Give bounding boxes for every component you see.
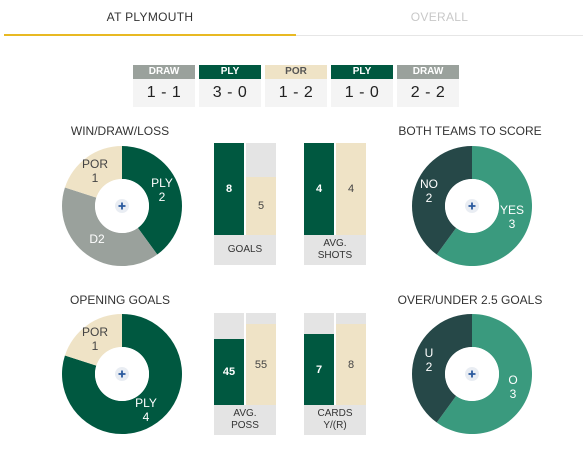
btts-no-label: NO 2 xyxy=(414,177,444,205)
btts-no-name: NO xyxy=(414,177,444,191)
form-result-2: PLY xyxy=(199,65,261,79)
cards-caption-line1: CARDS xyxy=(317,408,352,420)
goals-por-value: 5 xyxy=(258,200,264,212)
opening-por-name: POR xyxy=(78,325,112,339)
goals-ply-bar: 8 xyxy=(214,143,244,235)
poss-por-bar: 55 xyxy=(246,324,276,405)
poss-ply-bar: 45 xyxy=(214,339,244,405)
ou-under-value: 2 xyxy=(416,360,442,374)
cards-por-value: 8 xyxy=(348,359,354,371)
opening-ply-name: PLY xyxy=(129,396,163,410)
cards-ply-bar: 7 xyxy=(304,334,334,405)
form-match-5: DRAW 2 - 2 xyxy=(397,65,459,107)
form-match-1: DRAW 1 - 1 xyxy=(133,65,195,107)
goals-caption: GOALS xyxy=(214,235,276,265)
wdl-ply-name: PLY xyxy=(145,176,179,190)
shots-caption-line1: AVG. xyxy=(323,238,346,250)
wdl-ply-value: 2 xyxy=(145,190,179,204)
poss-caption-line1: AVG. xyxy=(233,408,256,420)
opening-por-label: POR 1 xyxy=(78,325,112,353)
tab-overall[interactable]: OVERALL xyxy=(296,0,583,36)
form-score-3: 1 - 2 xyxy=(265,79,327,107)
goals-ply-value: 8 xyxy=(226,183,232,195)
wdl-title: WIN/DRAW/LOSS xyxy=(40,124,200,138)
over-under-title: OVER/UNDER 2.5 GOALS xyxy=(380,293,560,307)
tab-bar: AT PLYMOUTH OVERALL xyxy=(0,0,583,36)
shots-ply-bar: 4 xyxy=(304,143,334,235)
poss-caption-line2: POSS xyxy=(231,420,259,432)
cards-caption-line2: Y/(R) xyxy=(323,420,346,432)
wdl-draw-label: D2 xyxy=(82,232,112,246)
tab-at-plymouth[interactable]: AT PLYMOUTH xyxy=(4,0,296,36)
form-match-2: PLY 3 - 0 xyxy=(199,65,261,107)
form-score-5: 2 - 2 xyxy=(397,79,459,107)
goals-caption-text: GOALS xyxy=(228,244,262,256)
form-result-3: POR xyxy=(265,65,327,79)
ou-over-name: O xyxy=(500,373,526,387)
ou-over-value: 3 xyxy=(500,387,526,401)
form-score-4: 1 - 0 xyxy=(331,79,393,107)
form-score-1: 1 - 1 xyxy=(133,79,195,107)
cards-por-bar: 8 xyxy=(336,324,366,405)
cards-ply-value: 7 xyxy=(316,364,322,376)
poss-por-value: 55 xyxy=(255,359,267,371)
shots-por-bar: 4 xyxy=(336,143,366,235)
form-result-1: DRAW xyxy=(133,65,195,79)
form-match-3: POR 1 - 2 xyxy=(265,65,327,107)
form-score-2: 3 - 0 xyxy=(199,79,261,107)
shots-ply-value: 4 xyxy=(316,183,322,195)
opening-ply-value: 4 xyxy=(129,410,163,424)
form-result-4: PLY xyxy=(331,65,393,79)
btts-title: BOTH TEAMS TO SCORE xyxy=(380,124,560,138)
btts-no-value: 2 xyxy=(414,191,444,205)
btts-yes-name: YES xyxy=(495,203,529,217)
shots-caption: AVG. SHOTS xyxy=(304,235,366,265)
form-result-5: DRAW xyxy=(397,65,459,79)
btts-yes-value: 3 xyxy=(495,217,529,231)
poss-ply-value: 45 xyxy=(223,366,235,378)
goals-por-bar: 5 xyxy=(246,177,276,235)
wdl-por-value: 1 xyxy=(78,171,112,185)
opening-goals-title: OPENING GOALS xyxy=(40,293,200,307)
ou-over-label: O 3 xyxy=(500,373,526,401)
poss-caption: AVG. POSS xyxy=(214,405,276,435)
wdl-por-name: POR xyxy=(78,157,112,171)
ou-under-label: U 2 xyxy=(416,346,442,374)
shots-por-value: 4 xyxy=(348,183,354,195)
form-match-4: PLY 1 - 0 xyxy=(331,65,393,107)
recent-form: DRAW 1 - 1 PLY 3 - 0 POR 1 - 2 PLY 1 - 0… xyxy=(133,65,463,107)
opening-por-value: 1 xyxy=(78,339,112,353)
opening-ply-label: PLY 4 xyxy=(129,396,163,424)
btts-yes-label: YES 3 xyxy=(495,203,529,231)
ou-under-name: U xyxy=(416,346,442,360)
cards-caption: CARDS Y/(R) xyxy=(304,405,366,435)
wdl-ply-label: PLY 2 xyxy=(145,176,179,204)
shots-caption-line2: SHOTS xyxy=(318,250,352,262)
wdl-por-label: POR 1 xyxy=(78,157,112,185)
